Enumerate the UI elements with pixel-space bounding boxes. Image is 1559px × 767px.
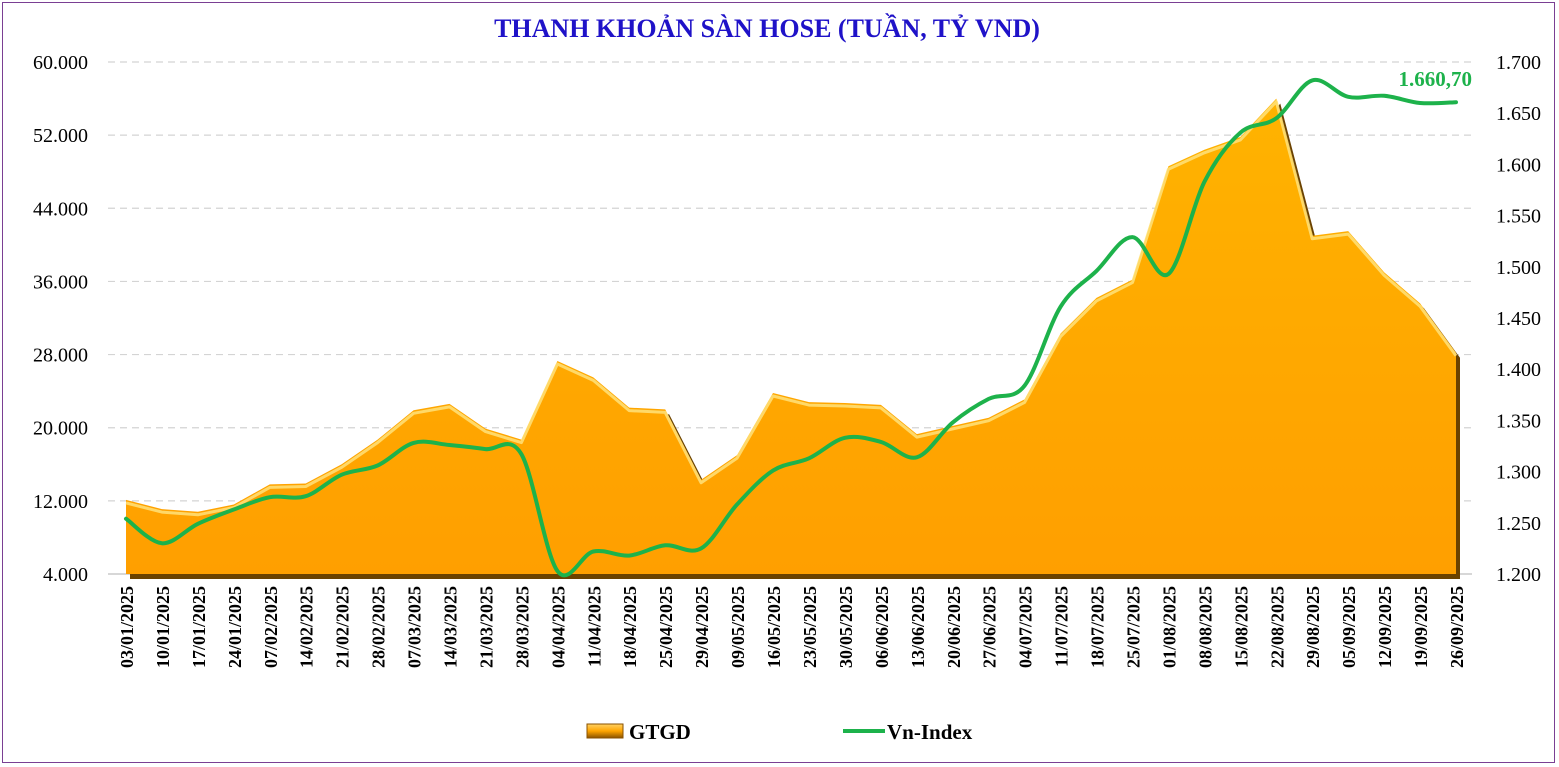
x-axis-tick-label: 04/04/2025 — [548, 586, 568, 668]
x-axis-tick-label: 24/01/2025 — [225, 586, 245, 668]
x-axis-tick-label: 07/02/2025 — [261, 586, 281, 668]
right-axis-ticks: 1.200 1.250 1.300 1.350 1.400 1.450 1.500 1.550… — [1496, 52, 1541, 586]
right-axis-tick-label: 1.550 — [1496, 206, 1541, 228]
last-value-label: 1.660,70 — [1399, 67, 1473, 91]
x-axis-tick-label: 17/01/2025 — [189, 586, 209, 668]
x-axis-tick-label: 25/07/2025 — [1123, 586, 1143, 668]
x-axis-tick-label: 11/07/2025 — [1052, 586, 1072, 667]
x-axis-tick-label: 05/09/2025 — [1339, 586, 1359, 668]
x-axis-tick-label: 09/05/2025 — [728, 586, 748, 668]
x-axis-tick-label: 25/04/2025 — [656, 586, 676, 668]
left-axis-tick-label: 52.000 — [33, 125, 88, 147]
left-axis-tick-label: 12.000 — [33, 491, 88, 513]
right-axis-tick-label: 1.450 — [1496, 308, 1541, 330]
chart-title: THANH KHOẢN SÀN HOSE (TUẦN, TỶ VND) — [494, 14, 1040, 43]
x-axis-tick-label: 26/09/2025 — [1447, 586, 1467, 668]
right-axis-tick-label: 1.650 — [1496, 103, 1541, 125]
x-axis-tick-label: 19/09/2025 — [1411, 586, 1431, 668]
x-axis-tick-label: 21/02/2025 — [333, 586, 353, 668]
x-axis-tick-label: 01/08/2025 — [1159, 586, 1179, 668]
x-axis-tick-label: 27/06/2025 — [980, 586, 1000, 668]
right-axis-tick-label: 1.350 — [1496, 410, 1541, 432]
left-axis-tick-label: 20.000 — [33, 418, 88, 440]
x-axis-tick-label: 06/06/2025 — [872, 586, 892, 668]
x-axis-tick-label: 20/06/2025 — [944, 586, 964, 668]
left-axis-tick-label: 36.000 — [33, 271, 88, 293]
vn-index-line — [124, 77, 1458, 578]
x-axis-tick-label: 16/05/2025 — [764, 586, 784, 668]
x-axis-tick-label: 28/02/2025 — [369, 586, 389, 668]
area-series-gtgd — [125, 98, 1460, 579]
x-axis-tick-label: 23/05/2025 — [800, 586, 820, 668]
legend: GTGD Vn-Index — [586, 720, 973, 744]
x-axis-tick-label: 21/03/2025 — [476, 586, 496, 668]
x-axis-tick-label: 29/04/2025 — [692, 586, 712, 668]
left-axis-tick-label: 60.000 — [33, 52, 88, 74]
right-axis-tick-label: 1.600 — [1496, 154, 1541, 176]
line-series-vn-index — [124, 77, 1458, 578]
area-highlight — [125, 100, 1458, 517]
x-axis-tick-label: 04/07/2025 — [1016, 586, 1036, 668]
x-axis-tick-label: 11/04/2025 — [584, 586, 604, 667]
left-axis-tick-label: 4.000 — [43, 564, 88, 586]
legend-label-gtgd: GTGD — [629, 720, 691, 744]
x-axis-tick-label: 03/01/2025 — [117, 586, 137, 668]
x-axis-tick-label: 13/06/2025 — [908, 586, 928, 668]
legend-swatch-gtgd — [586, 723, 624, 739]
right-axis-tick-label: 1.500 — [1496, 257, 1541, 279]
x-axis-tick-label: 08/08/2025 — [1195, 586, 1215, 668]
x-axis-tick-label: 12/09/2025 — [1375, 586, 1395, 668]
right-axis-tick-label: 1.250 — [1496, 513, 1541, 535]
left-axis-tick-label: 28.000 — [33, 345, 88, 367]
x-axis-tick-label: 14/03/2025 — [441, 586, 461, 668]
left-axis-ticks: 4.000 12.000 20.000 28.000 36.000 44.000 52.00… — [33, 52, 88, 586]
x-axis-tick-label: 10/01/2025 — [153, 586, 173, 668]
x-axis-tick-label: 18/04/2025 — [620, 586, 640, 668]
x-axis-tick-label: 28/03/2025 — [512, 586, 532, 668]
right-axis-tick-label: 1.400 — [1496, 359, 1541, 381]
x-axis-tick-label: 29/08/2025 — [1303, 586, 1323, 668]
legend-label-vn-index: Vn-Index — [887, 720, 973, 744]
x-axis-tick-label: 15/08/2025 — [1231, 586, 1251, 668]
x-axis-ticks: 03/01/2025 10/01/2025 17/01/2025 24/01/2025… — [117, 586, 1467, 668]
right-axis-tick-label: 1.200 — [1496, 564, 1541, 586]
x-axis-tick-label: 30/05/2025 — [836, 586, 856, 668]
area-gtgd — [126, 98, 1456, 574]
right-axis-tick-label: 1.700 — [1496, 52, 1541, 74]
x-axis-tick-label: 18/07/2025 — [1088, 586, 1108, 668]
x-axis-tick-label: 22/08/2025 — [1267, 586, 1287, 668]
right-axis-tick-label: 1.300 — [1496, 462, 1541, 484]
x-axis-tick-label: 07/03/2025 — [405, 586, 425, 668]
left-axis-tick-label: 44.000 — [33, 198, 88, 220]
x-axis-tick-label: 14/02/2025 — [297, 586, 317, 668]
